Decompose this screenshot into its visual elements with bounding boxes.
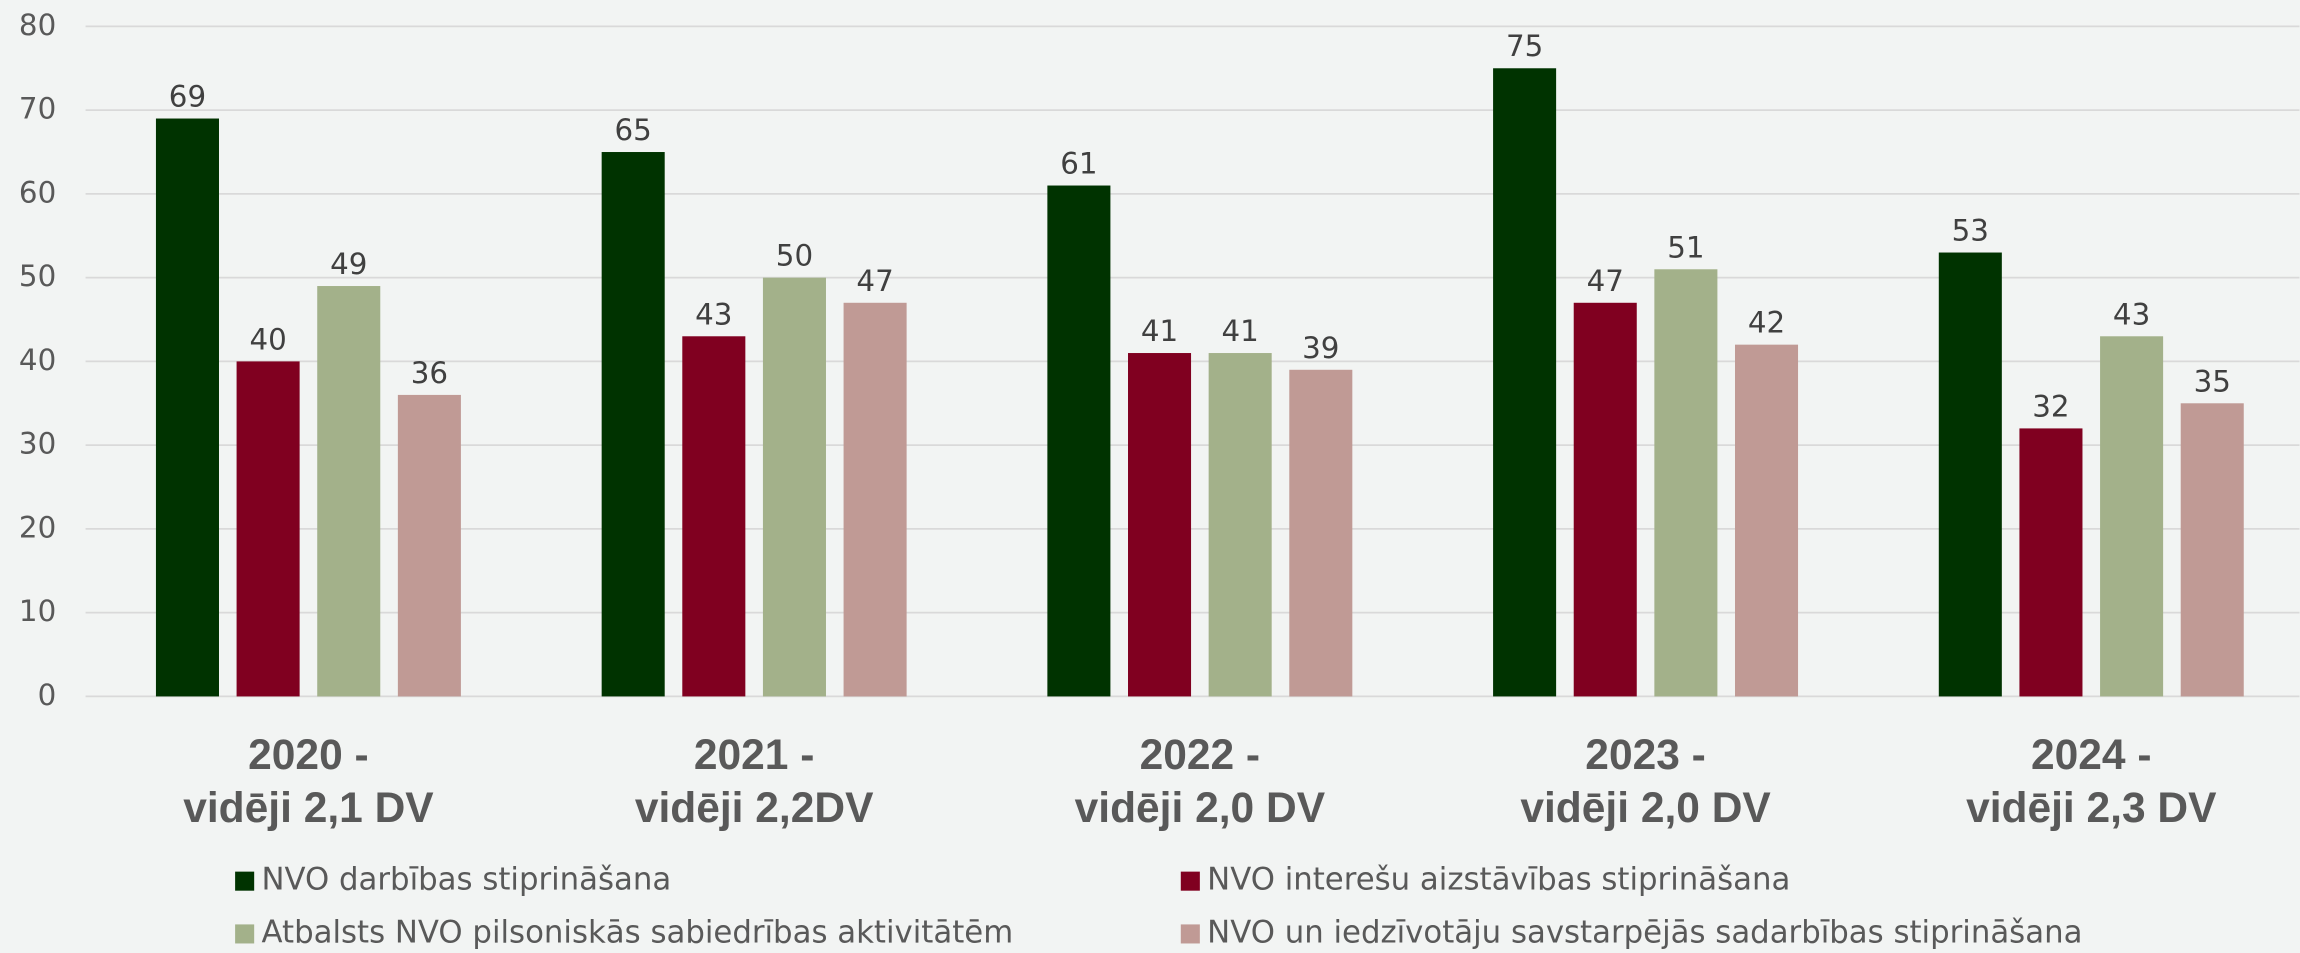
y-tick-label: 0 (38, 678, 57, 712)
bar (1654, 269, 1718, 697)
data-label: 47 (1587, 264, 1624, 298)
bar (1573, 302, 1637, 697)
y-tick-label: 60 (19, 175, 56, 209)
x-tick-label: vidēji 2,3 DV (1966, 785, 2217, 832)
x-tick-label: vidēji 2,0 DV (1075, 785, 1326, 832)
data-label: 65 (615, 113, 652, 147)
data-label: 35 (2194, 364, 2231, 398)
bar (601, 152, 665, 697)
bar (1047, 185, 1111, 697)
x-tick-label: vidēji 2,0 DV (1520, 785, 1771, 832)
legend-swatch (1180, 924, 1200, 944)
x-tick-label: 2020 - (248, 732, 369, 779)
data-label: 40 (249, 322, 286, 356)
legend-label: NVO un iedzīvotāju savstarpējās sadarbīb… (1207, 914, 2082, 950)
bar (236, 361, 300, 697)
x-tick-label: 2024 - (2031, 732, 2152, 779)
data-label: 47 (856, 264, 893, 298)
bar (397, 394, 461, 697)
bar (2019, 428, 2083, 697)
data-label: 43 (2113, 297, 2150, 331)
legend-label: Atbalsts NVO pilsoniskās sabiedrības akt… (262, 914, 1014, 950)
data-label: 51 (1667, 230, 1704, 264)
legend-label: NVO darbības stiprināšana (262, 862, 672, 898)
bar (843, 302, 907, 697)
bar (2100, 336, 2164, 697)
x-tick-label: 2023 - (1585, 732, 1706, 779)
bar (1289, 369, 1353, 697)
legend-label: NVO interešu aizstāvības stiprināšana (1207, 862, 1790, 898)
y-tick-label: 80 (19, 8, 56, 42)
data-label: 41 (1141, 314, 1178, 348)
y-tick-label: 40 (19, 343, 56, 377)
data-label: 36 (411, 356, 448, 390)
x-tick-label: vidēji 2,2DV (635, 785, 874, 832)
legend-swatch (235, 924, 255, 944)
y-tick-label: 50 (19, 259, 56, 293)
data-label: 69 (169, 79, 206, 113)
y-tick-label: 20 (19, 510, 56, 544)
data-label: 43 (695, 297, 732, 331)
data-label: 50 (776, 239, 813, 273)
data-label: 53 (1952, 214, 1989, 248)
bar (2180, 403, 2244, 697)
x-tick-label: 2022 - (1140, 732, 1261, 779)
data-label: 61 (1060, 146, 1097, 180)
data-label: 75 (1506, 29, 1543, 63)
bar (317, 286, 381, 697)
bar (1128, 353, 1192, 697)
bar (1938, 252, 2002, 697)
data-label: 42 (1748, 306, 1785, 340)
legend-swatch (1180, 871, 1200, 891)
data-label: 39 (1302, 331, 1339, 365)
bar (1493, 68, 1557, 697)
y-tick-label: 70 (19, 92, 56, 126)
y-tick-label: 30 (19, 427, 56, 461)
data-label: 32 (2032, 389, 2069, 423)
x-tick-label: 2021 - (694, 732, 815, 779)
bar (762, 277, 826, 697)
x-tick-label: vidēji 2,1 DV (183, 785, 434, 832)
bar (682, 336, 746, 697)
data-label: 49 (330, 247, 367, 281)
bar (1208, 353, 1272, 697)
y-tick-label: 10 (19, 594, 56, 628)
legend-swatch (235, 871, 255, 891)
data-label: 41 (1222, 314, 1259, 348)
bar (1734, 344, 1799, 697)
bar (155, 118, 219, 697)
